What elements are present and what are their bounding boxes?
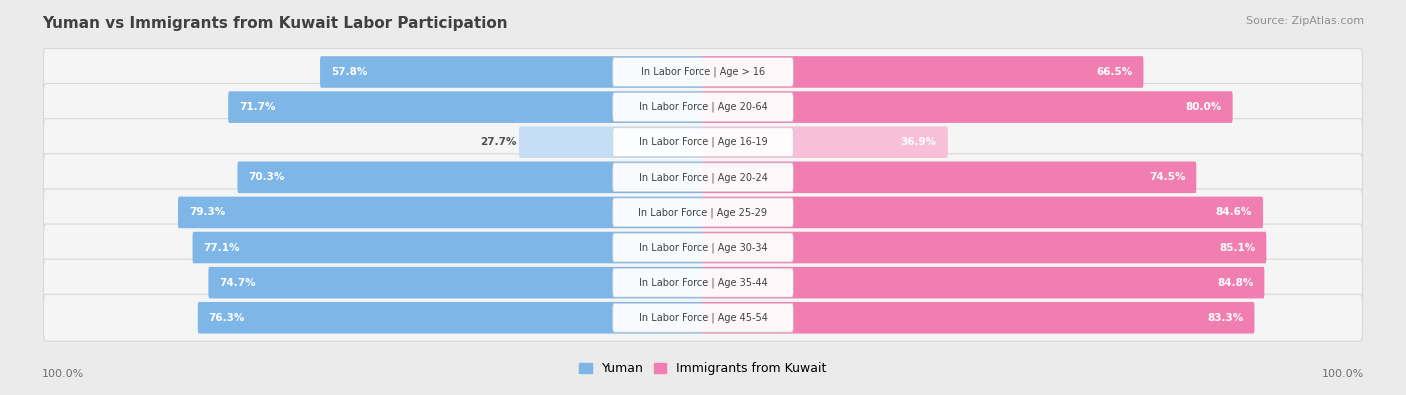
FancyBboxPatch shape xyxy=(613,303,793,332)
FancyBboxPatch shape xyxy=(613,268,793,297)
Text: 100.0%: 100.0% xyxy=(1322,369,1364,379)
FancyBboxPatch shape xyxy=(613,128,793,156)
Text: In Labor Force | Age 20-24: In Labor Force | Age 20-24 xyxy=(638,172,768,182)
Text: In Labor Force | Age 20-64: In Labor Force | Age 20-64 xyxy=(638,102,768,112)
FancyBboxPatch shape xyxy=(44,294,1362,341)
FancyBboxPatch shape xyxy=(702,197,1263,228)
FancyBboxPatch shape xyxy=(198,302,704,333)
FancyBboxPatch shape xyxy=(208,267,704,299)
Text: 84.8%: 84.8% xyxy=(1218,278,1254,288)
Text: 74.5%: 74.5% xyxy=(1149,172,1185,182)
Text: 71.7%: 71.7% xyxy=(239,102,276,112)
FancyBboxPatch shape xyxy=(44,118,1362,166)
Text: In Labor Force | Age 25-29: In Labor Force | Age 25-29 xyxy=(638,207,768,218)
FancyBboxPatch shape xyxy=(702,232,1267,263)
Text: 57.8%: 57.8% xyxy=(330,67,367,77)
FancyBboxPatch shape xyxy=(613,233,793,262)
Text: 80.0%: 80.0% xyxy=(1185,102,1222,112)
Text: 77.1%: 77.1% xyxy=(204,243,240,252)
Text: Source: ZipAtlas.com: Source: ZipAtlas.com xyxy=(1246,16,1364,26)
FancyBboxPatch shape xyxy=(228,91,704,123)
FancyBboxPatch shape xyxy=(702,56,1143,88)
FancyBboxPatch shape xyxy=(44,49,1362,96)
FancyBboxPatch shape xyxy=(702,91,1233,123)
FancyBboxPatch shape xyxy=(193,232,704,263)
FancyBboxPatch shape xyxy=(702,267,1264,299)
Text: 83.3%: 83.3% xyxy=(1208,313,1243,323)
Text: 70.3%: 70.3% xyxy=(249,172,285,182)
FancyBboxPatch shape xyxy=(613,163,793,192)
Text: Yuman vs Immigrants from Kuwait Labor Participation: Yuman vs Immigrants from Kuwait Labor Pa… xyxy=(42,16,508,31)
Text: In Labor Force | Age > 16: In Labor Force | Age > 16 xyxy=(641,67,765,77)
FancyBboxPatch shape xyxy=(613,93,793,122)
FancyBboxPatch shape xyxy=(702,126,948,158)
Text: In Labor Force | Age 30-34: In Labor Force | Age 30-34 xyxy=(638,242,768,253)
FancyBboxPatch shape xyxy=(44,84,1362,131)
Text: 100.0%: 100.0% xyxy=(42,369,84,379)
Text: 36.9%: 36.9% xyxy=(901,137,936,147)
Text: 66.5%: 66.5% xyxy=(1097,67,1133,77)
FancyBboxPatch shape xyxy=(44,189,1362,236)
FancyBboxPatch shape xyxy=(238,162,704,193)
Text: In Labor Force | Age 16-19: In Labor Force | Age 16-19 xyxy=(638,137,768,147)
Legend: Yuman, Immigrants from Kuwait: Yuman, Immigrants from Kuwait xyxy=(575,357,831,380)
Text: 84.6%: 84.6% xyxy=(1216,207,1253,217)
FancyBboxPatch shape xyxy=(321,56,704,88)
FancyBboxPatch shape xyxy=(44,259,1362,306)
FancyBboxPatch shape xyxy=(44,224,1362,271)
Text: In Labor Force | Age 35-44: In Labor Force | Age 35-44 xyxy=(638,277,768,288)
Text: In Labor Force | Age 45-54: In Labor Force | Age 45-54 xyxy=(638,312,768,323)
FancyBboxPatch shape xyxy=(179,197,704,228)
FancyBboxPatch shape xyxy=(702,302,1254,333)
FancyBboxPatch shape xyxy=(613,198,793,227)
Text: 74.7%: 74.7% xyxy=(219,278,256,288)
FancyBboxPatch shape xyxy=(702,162,1197,193)
Text: 76.3%: 76.3% xyxy=(208,313,245,323)
Text: 85.1%: 85.1% xyxy=(1219,243,1256,252)
FancyBboxPatch shape xyxy=(613,58,793,87)
Text: 79.3%: 79.3% xyxy=(188,207,225,217)
Text: 27.7%: 27.7% xyxy=(479,137,516,147)
FancyBboxPatch shape xyxy=(44,154,1362,201)
FancyBboxPatch shape xyxy=(519,126,704,158)
